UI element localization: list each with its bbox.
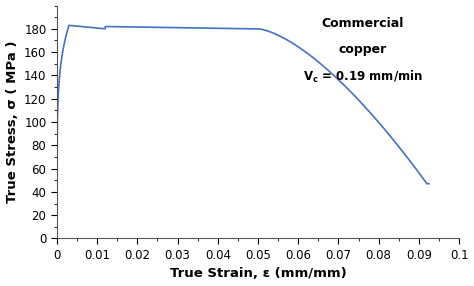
Text: Commercial: Commercial [321,17,404,30]
Text: $\mathbf{V_c}$ = 0.19 mm/min: $\mathbf{V_c}$ = 0.19 mm/min [302,68,423,85]
X-axis label: True Strain, ε (mm/mm): True Strain, ε (mm/mm) [170,267,346,281]
Text: copper: copper [338,43,387,56]
Y-axis label: True Stress, σ ( MPa ): True Stress, σ ( MPa ) [6,41,18,203]
